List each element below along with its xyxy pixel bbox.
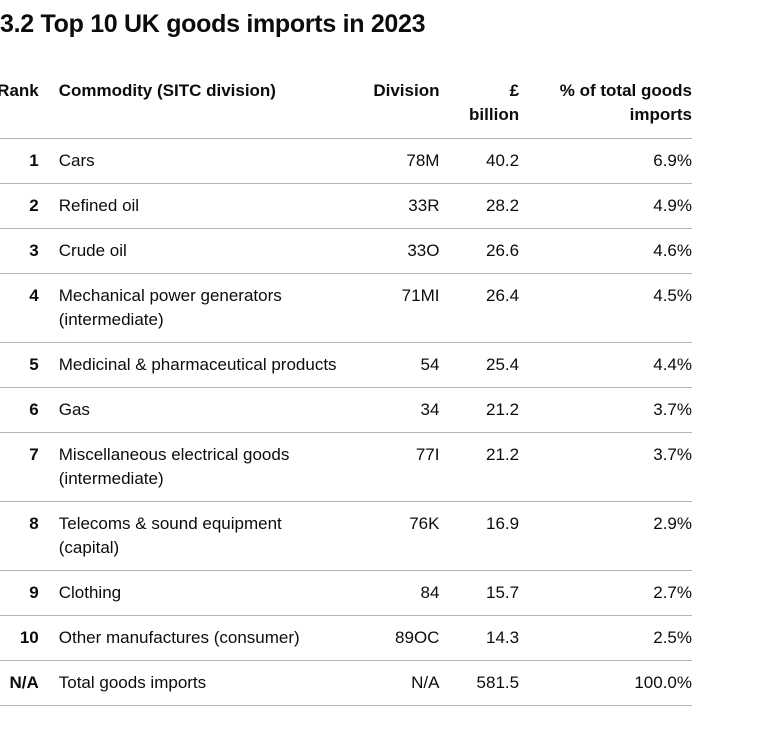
cell-commodity: Gas: [58, 387, 341, 433]
cell-division: 34: [340, 387, 440, 433]
cell-commodity: Total goods imports: [58, 660, 341, 706]
header-value-unit: billion: [469, 105, 520, 124]
table-row: N/A Total goods imports N/A 581.5 100.0%: [0, 660, 692, 706]
cell-value: 15.7: [439, 570, 520, 616]
table-row: 9 Clothing 84 15.7 2.7%: [0, 570, 692, 616]
cell-division: 33O: [340, 228, 440, 274]
table-row: 5 Medicinal & pharmaceutical products 54 25…: [0, 342, 692, 388]
cell-rank: 6: [0, 387, 59, 433]
cell-percent: 2.7%: [519, 570, 692, 616]
cell-rank: N/A: [0, 660, 59, 706]
cell-division: N/A: [340, 660, 440, 706]
cell-division: 71MI: [340, 273, 440, 343]
cell-value: 21.2: [439, 432, 520, 502]
table-body: 1 Cars 78M 40.2 6.9% 2 Refined oil 33R 28.2 4.9% 3…: [0, 138, 692, 706]
cell-percent: 4.4%: [519, 342, 692, 388]
header-value: £ billion: [439, 70, 520, 139]
table-row: 2 Refined oil 33R 28.2 4.9%: [0, 183, 692, 229]
cell-value: 25.4: [439, 342, 520, 388]
cell-rank: 7: [0, 432, 59, 502]
cell-percent: 4.5%: [519, 273, 692, 343]
cell-percent: 3.7%: [519, 387, 692, 433]
cell-division: 77I: [340, 432, 440, 502]
cell-percent: 4.9%: [519, 183, 692, 229]
cell-value: 581.5: [439, 660, 520, 706]
cell-rank: 5: [0, 342, 59, 388]
table-header: Rank Commodity (SITC division) Division …: [0, 70, 692, 139]
header-division: Division: [340, 70, 440, 139]
cell-division: 78M: [340, 138, 440, 184]
header-rank: Rank: [0, 70, 59, 139]
cell-value: 16.9: [439, 501, 520, 571]
table-row: 10 Other manufactures (consumer) 89OC 14.3 2…: [0, 615, 692, 661]
imports-table: Rank Commodity (SITC division) Division …: [0, 70, 692, 706]
cell-division: 84: [340, 570, 440, 616]
cell-value: 26.4: [439, 273, 520, 343]
table-row: 1 Cars 78M 40.2 6.9%: [0, 138, 692, 184]
table-row: 3 Crude oil 33O 26.6 4.6%: [0, 228, 692, 274]
cell-percent: 4.6%: [519, 228, 692, 274]
cell-commodity: Refined oil: [58, 183, 341, 229]
cell-value: 26.6: [439, 228, 520, 274]
header-percent-line2: imports: [629, 105, 692, 124]
cell-division: 89OC: [340, 615, 440, 661]
cell-value: 40.2: [439, 138, 520, 184]
header-percent: % of total goods imports: [519, 70, 692, 139]
cell-rank: 3: [0, 228, 59, 274]
table-row: 6 Gas 34 21.2 3.7%: [0, 387, 692, 433]
cell-value: 28.2: [439, 183, 520, 229]
cell-rank: 1: [0, 138, 59, 184]
cell-commodity: Mechanical power generators (intermediat…: [58, 273, 341, 343]
cell-commodity: Telecoms & sound equipment (capital): [58, 501, 341, 571]
cell-percent: 6.9%: [519, 138, 692, 184]
cell-commodity: Cars: [58, 138, 341, 184]
cell-rank: 10: [0, 615, 59, 661]
cell-value: 14.3: [439, 615, 520, 661]
cell-percent: 3.7%: [519, 432, 692, 502]
cell-commodity: Medicinal & pharmaceutical products: [58, 342, 341, 388]
cell-commodity: Clothing: [58, 570, 341, 616]
cell-division: 76K: [340, 501, 440, 571]
cell-rank: 2: [0, 183, 59, 229]
cell-percent: 2.9%: [519, 501, 692, 571]
cell-rank: 8: [0, 501, 59, 571]
header-commodity: Commodity (SITC division): [58, 70, 341, 139]
cell-division: 33R: [340, 183, 440, 229]
table-row: 4 Mechanical power generators (intermedia…: [0, 273, 692, 343]
table-row: 8 Telecoms & sound equipment (capital) 76K…: [0, 501, 692, 571]
cell-percent: 2.5%: [519, 615, 692, 661]
cell-commodity: Other manufactures (consumer): [58, 615, 341, 661]
cell-commodity: Crude oil: [58, 228, 341, 274]
header-row: Rank Commodity (SITC division) Division …: [0, 70, 692, 139]
header-percent-line1: % of total goods: [559, 81, 692, 100]
cell-division: 54: [340, 342, 440, 388]
header-value-currency: £: [509, 81, 520, 100]
table-title: 3.2 Top 10 UK goods imports in 2023: [0, 10, 426, 38]
cell-commodity: Miscellaneous electrical goods (intermed…: [58, 432, 341, 502]
cell-rank: 9: [0, 570, 59, 616]
cell-percent: 100.0%: [519, 660, 692, 706]
cell-value: 21.2: [439, 387, 520, 433]
cell-rank: 4: [0, 273, 59, 343]
table-row: 7 Miscellaneous electrical goods (interme…: [0, 432, 692, 502]
